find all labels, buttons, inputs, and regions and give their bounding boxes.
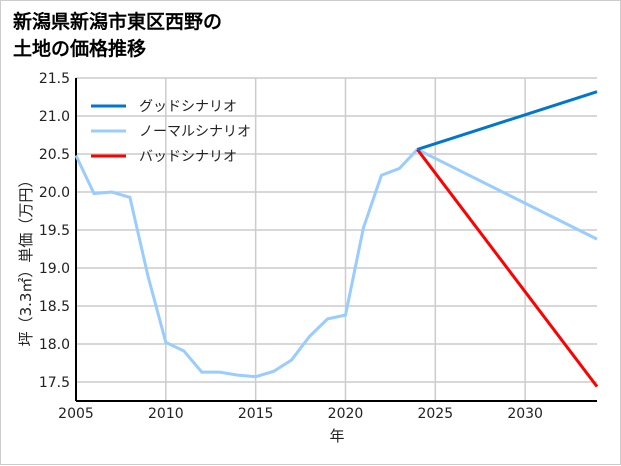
legend-label: バッドシナリオ: [139, 149, 237, 165]
y-tick-label: 19.5: [39, 223, 70, 239]
x-tick-label: 2030: [507, 406, 543, 422]
series-line-2: [416, 148, 599, 388]
x-axis-label: 年: [329, 427, 344, 445]
x-tick-label: 2015: [238, 406, 274, 422]
series-line-0: [416, 90, 598, 151]
y-tick-label: 20.0: [39, 185, 70, 201]
legend-label: グッドシナリオ: [139, 99, 237, 115]
series-line-1: [74, 147, 598, 379]
y-tick-label: 19.0: [39, 261, 70, 277]
y-axis-label: 坪（3.3㎡）単価（万円）: [17, 173, 35, 347]
title-line-2: 土地の価格推移: [13, 38, 147, 60]
chart-title: 新潟県新潟市東区西野の 土地の価格推移: [13, 9, 222, 63]
y-tick-label: 21.0: [39, 109, 70, 125]
title-line-1: 新潟県新潟市東区西野の: [13, 11, 223, 33]
legend-label: ノーマルシナリオ: [139, 124, 251, 140]
y-tick-label: 20.5: [39, 147, 70, 163]
x-tick-label: 2010: [148, 406, 184, 422]
y-tick-label: 18.0: [39, 337, 70, 353]
x-tick-label: 2020: [328, 406, 364, 422]
y-tick-label: 21.5: [39, 71, 70, 87]
y-tick-label: 18.5: [39, 299, 70, 315]
y-tick-label: 17.5: [39, 375, 70, 391]
x-tick-label: 2005: [58, 406, 94, 422]
x-tick-label: 2025: [417, 406, 453, 422]
